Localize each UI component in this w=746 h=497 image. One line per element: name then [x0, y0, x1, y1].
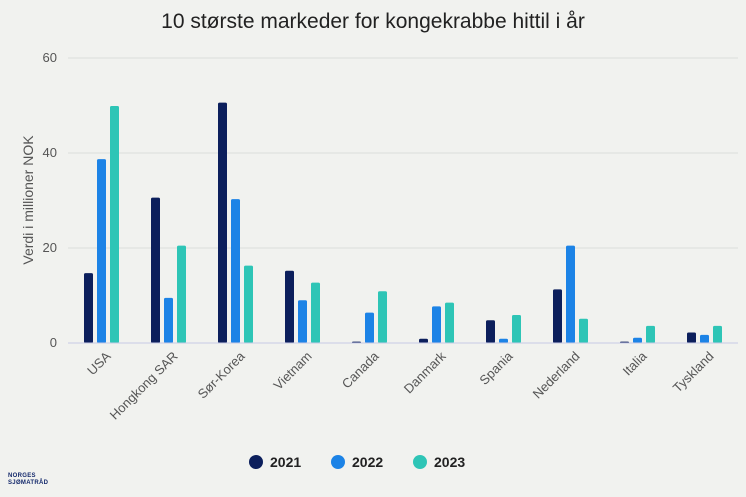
bars: [84, 102, 722, 344]
x-category-label: Canada: [339, 348, 382, 391]
legend: 2021 2022 2023: [249, 454, 465, 470]
y-tick-label: 60: [43, 50, 57, 65]
bar-2022-canada: [365, 312, 374, 343]
legend-marker-2022: [331, 455, 345, 469]
bar-2021-sør-korea: [218, 102, 227, 344]
y-axis-ticks: 0 20 40 60: [43, 50, 57, 350]
x-category-label: Italia: [620, 348, 651, 379]
bar-2023-sør-korea: [244, 265, 253, 343]
bar-2022-usa: [97, 159, 106, 343]
logo-line-2: SJØMATRÅD: [8, 480, 49, 486]
x-category-label: Sør-Korea: [195, 348, 249, 402]
y-tick-label: 20: [43, 240, 57, 255]
x-category-label: Spania: [476, 348, 516, 388]
x-category-label: Danmark: [401, 348, 449, 396]
legend-marker-2021: [249, 455, 263, 469]
bar-2023-tyskland: [713, 325, 722, 343]
bar-2023-hongkong-sar: [177, 245, 186, 343]
bar-2022-vietnam: [298, 300, 307, 343]
bar-2022-spania: [499, 338, 508, 343]
y-axis-label: Verdi i millioner NOK: [20, 135, 36, 265]
legend-label-2023: 2023: [434, 454, 465, 470]
x-category-label: USA: [84, 348, 114, 378]
bar-2021-hongkong-sar: [151, 197, 160, 343]
bar-2023-italia: [646, 325, 655, 343]
x-category-label: Hongkong SAR: [107, 349, 181, 423]
bar-2021-usa: [84, 273, 93, 343]
bar-2021-tyskland: [687, 332, 696, 343]
bar-2022-tyskland: [700, 334, 709, 343]
bar-2023-vietnam: [311, 282, 320, 343]
x-category-label: Vietnam: [270, 349, 314, 393]
bar-2021-danmark: [419, 338, 428, 343]
bar-2022-italia: [633, 337, 642, 343]
bar-2021-vietnam: [285, 270, 294, 343]
y-tick-label: 40: [43, 145, 57, 160]
bar-2023-spania: [512, 314, 521, 343]
y-tick-label: 0: [50, 335, 57, 350]
gridlines: [68, 57, 738, 249]
bar-2021-spania: [486, 320, 495, 343]
x-category-label: Nederland: [530, 349, 583, 402]
chart-title: 10 største markeder for kongekrabbe hitt…: [161, 10, 585, 33]
legend-label-2022: 2022: [352, 454, 383, 470]
legend-label-2021: 2021: [270, 454, 301, 470]
bar-2022-nederland: [566, 245, 575, 343]
bar-2023-nederland: [579, 318, 588, 343]
bar-2021-nederland: [553, 289, 562, 343]
bar-2022-hongkong-sar: [164, 297, 173, 343]
bar-2023-danmark: [445, 302, 454, 343]
bar-2023-usa: [110, 105, 119, 343]
bar-2023-canada: [378, 291, 387, 343]
norges-sjomatrad-logo: NORGES SJØMATRÅD: [8, 473, 48, 487]
logo-line-1: NORGES: [8, 473, 36, 479]
x-category-label: Tyskland: [670, 349, 717, 396]
bar-2022-danmark: [432, 306, 441, 343]
legend-marker-2023: [413, 455, 427, 469]
bar-2022-sør-korea: [231, 199, 240, 343]
